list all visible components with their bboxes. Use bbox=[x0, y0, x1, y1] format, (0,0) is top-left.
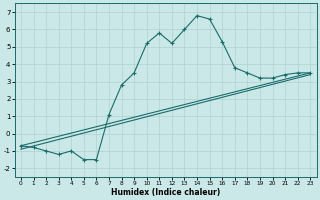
X-axis label: Humidex (Indice chaleur): Humidex (Indice chaleur) bbox=[111, 188, 220, 197]
